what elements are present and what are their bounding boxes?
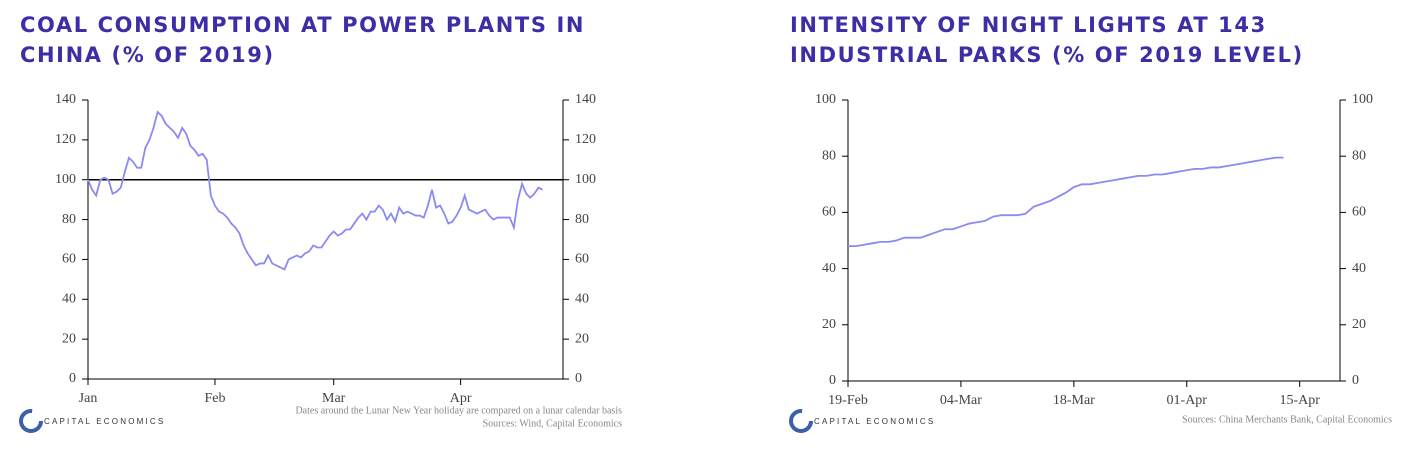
logo-icon — [19, 409, 43, 433]
chart-title: INTENSITY OF NIGHT LIGHTS AT 143 INDUSTR… — [790, 13, 1304, 67]
y-tick-label: 100 — [815, 92, 836, 107]
x-tick-label: 15-Apr — [1279, 393, 1320, 408]
logo-text: CAPITAL ECONOMICS — [814, 417, 935, 426]
note: Sources: China Merchants Bank, Capital E… — [1182, 414, 1392, 425]
y-tick-label: 20 — [62, 331, 76, 346]
x-tick-label: 19-Feb — [828, 393, 868, 408]
y2-tick-label: 100 — [1352, 92, 1373, 107]
y2-tick-label: 20 — [1352, 317, 1366, 332]
y2-tick-label: 140 — [575, 92, 596, 107]
y2-tick-label: 100 — [575, 172, 596, 187]
y2-tick-label: 60 — [575, 252, 589, 267]
x-tick-label: 04-Mar — [940, 393, 982, 408]
note: Dates around the Lunar New Year holiday … — [295, 405, 622, 416]
note: Sources: Wind, Capital Economics — [483, 418, 622, 429]
y2-tick-label: 40 — [1352, 261, 1366, 276]
y-tick-label: 0 — [69, 371, 76, 386]
x-tick-label: Apr — [450, 391, 472, 406]
y-tick-label: 120 — [55, 132, 76, 147]
y-tick-label: 20 — [822, 317, 836, 332]
x-tick-label: 18-Mar — [1053, 393, 1095, 408]
y2-tick-label: 0 — [1352, 373, 1359, 388]
y-tick-label: 60 — [62, 252, 76, 267]
data-line — [87, 110, 543, 271]
x-tick-label: Feb — [204, 391, 225, 406]
y2-tick-label: 60 — [1352, 205, 1366, 220]
y2-tick-label: 120 — [575, 132, 596, 147]
chart-title: COAL CONSUMPTION AT POWER PLANTS IN CHIN… — [20, 13, 586, 67]
y2-tick-label: 80 — [575, 212, 589, 227]
data-line — [848, 156, 1284, 248]
y-tick-label: 80 — [822, 148, 836, 163]
y-tick-label: 100 — [55, 172, 76, 187]
y-tick-label: 40 — [822, 261, 836, 276]
logo-text: CAPITAL ECONOMICS — [44, 417, 165, 426]
y2-tick-label: 80 — [1352, 148, 1366, 163]
x-tick-label: Jan — [79, 391, 98, 406]
y2-tick-label: 0 — [575, 371, 582, 386]
y2-tick-label: 20 — [575, 331, 589, 346]
x-tick-label: Mar — [322, 391, 346, 406]
y-tick-label: 0 — [829, 373, 836, 388]
y-tick-label: 140 — [55, 92, 76, 107]
y-tick-label: 40 — [62, 292, 76, 307]
logo-icon — [789, 409, 813, 433]
y-tick-label: 80 — [62, 212, 76, 227]
y-tick-label: 60 — [822, 205, 836, 220]
logo — [19, 409, 813, 433]
y2-tick-label: 40 — [575, 292, 589, 307]
x-tick-label: 01-Apr — [1167, 393, 1208, 408]
